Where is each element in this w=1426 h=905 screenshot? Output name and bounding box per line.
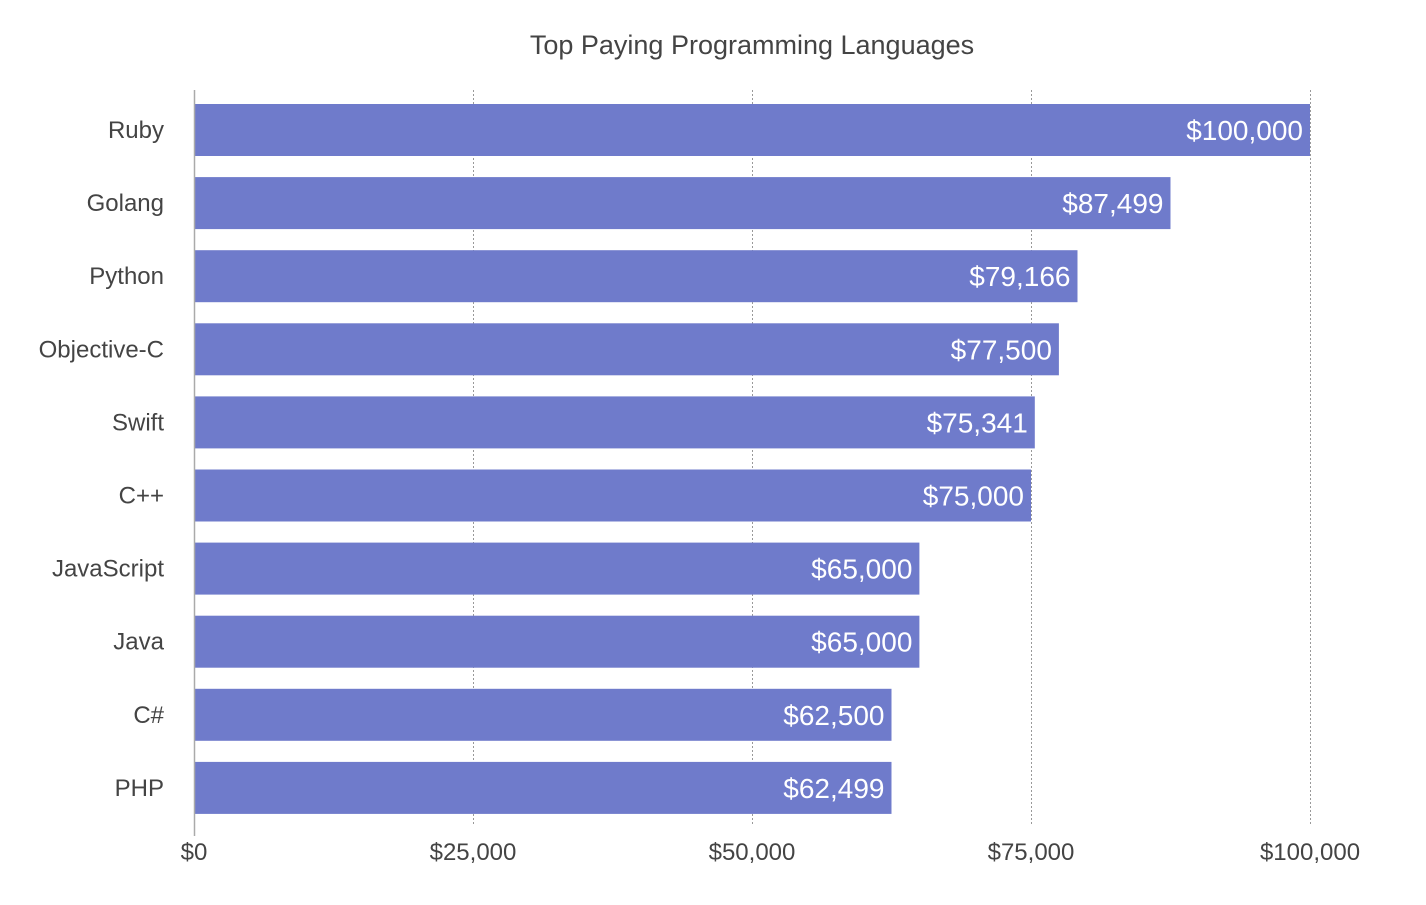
category-label: Python (89, 263, 164, 290)
data-label: $77,500 (951, 334, 1052, 365)
category-label: Ruby (108, 117, 164, 144)
data-label: $62,499 (783, 773, 884, 804)
bar (195, 323, 1059, 376)
bar (195, 469, 1031, 522)
bar (195, 761, 892, 814)
bar (195, 177, 1171, 230)
category-labels: Ruby Golang Python Objective-C Swift C++ JavaS… (39, 117, 165, 802)
category-label: Swift (112, 409, 164, 436)
x-tick-labels: $0 $25,000 $50,000 $75,000 $100,000 (181, 839, 1360, 866)
category-label: JavaScript (52, 556, 164, 583)
bar (195, 542, 920, 595)
data-label: $65,000 (811, 554, 912, 585)
data-label: $75,000 (923, 481, 1024, 512)
x-tick-label: $25,000 (430, 839, 517, 866)
data-label: $62,500 (783, 700, 884, 731)
x-tick-label: $0 (181, 839, 208, 866)
data-label: $75,341 (927, 407, 1028, 438)
data-label: $100,000 (1186, 115, 1303, 146)
x-tick-label: $50,000 (709, 839, 796, 866)
category-label: Objective-C (39, 336, 164, 363)
data-label: $87,499 (1062, 188, 1163, 219)
bar (195, 688, 892, 741)
x-tick-label: $100,000 (1260, 839, 1360, 866)
category-label: C++ (119, 483, 164, 510)
category-label: PHP (115, 775, 164, 802)
bar (195, 104, 1310, 156)
data-labels: $100,000 $87,499 $79,166 $77,500 $75,341 $75,… (783, 115, 1303, 804)
data-label: $65,000 (811, 627, 912, 658)
bar (195, 396, 1035, 449)
data-label: $79,166 (969, 261, 1070, 292)
category-label: Java (113, 629, 164, 656)
chart-title: Top Paying Programming Languages (530, 30, 974, 60)
category-label: C# (133, 702, 164, 729)
category-label: Golang (87, 190, 164, 217)
bars (195, 104, 1310, 814)
bar (195, 250, 1078, 303)
bar (195, 615, 920, 668)
x-tick-label: $75,000 (988, 839, 1075, 866)
